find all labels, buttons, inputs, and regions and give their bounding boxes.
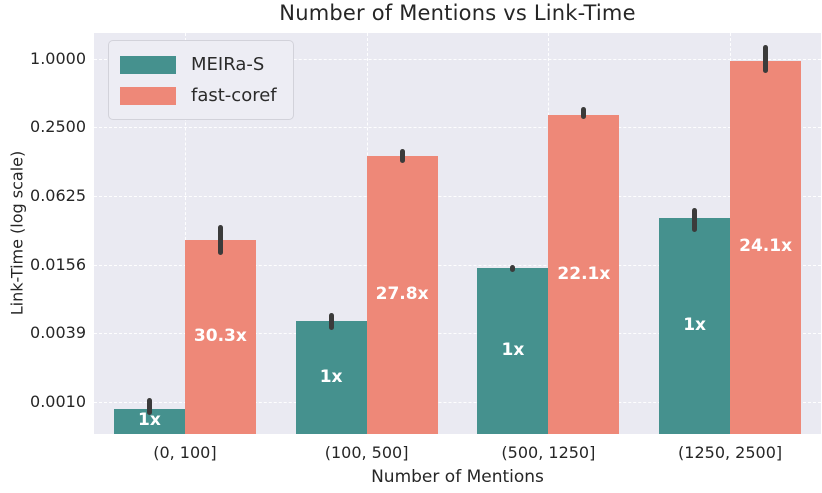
- bar-meira-s: [295, 321, 367, 434]
- bar-meira-s: [659, 218, 731, 434]
- bar-meira-s: [477, 268, 549, 434]
- legend-swatch-fast-coref: [120, 86, 176, 105]
- bar-value-label: 24.1x: [739, 236, 793, 257]
- error-bar-fast-coref: [217, 224, 223, 255]
- legend-item-fast-coref: fast-coref: [120, 80, 277, 111]
- x-tick-label: (1250, 2500]: [678, 443, 783, 462]
- bar-value-label: 1x: [501, 340, 525, 361]
- x-axis-label: Number of Mentions: [371, 467, 544, 487]
- bar-fast-coref: [184, 239, 256, 434]
- error-bar-meira-s: [328, 312, 334, 330]
- y-gridline: [94, 195, 821, 197]
- error-bar-fast-coref: [763, 44, 769, 73]
- legend-item-meira-s: MEIRa-S: [120, 49, 277, 80]
- x-tick-label: (0, 100]: [153, 443, 217, 462]
- legend: MEIRa-S fast-coref: [108, 40, 294, 120]
- y-tick-label: 0.0625: [30, 185, 86, 205]
- y-axis-tick-labels: 1.0000 0.2500 0.0625 0.0156 0.0039 0.0010: [0, 0, 86, 493]
- legend-label: MEIRa-S: [191, 54, 265, 75]
- y-tick-label: 0.2500: [30, 117, 86, 137]
- bar-fast-coref: [548, 115, 620, 434]
- y-tick-label: 1.0000: [30, 48, 86, 68]
- bar-value-label: 27.8x: [375, 284, 429, 305]
- y-tick-label: 0.0010: [30, 391, 86, 411]
- x-tick-label: (100, 500]: [324, 443, 409, 462]
- error-bar-fast-coref: [581, 107, 587, 120]
- bar-value-label: 1x: [683, 315, 706, 335]
- error-bar-meira-s: [510, 264, 516, 273]
- error-bar-meira-s: [692, 208, 698, 233]
- error-bar-fast-coref: [399, 149, 405, 164]
- y-gridline: [94, 333, 821, 335]
- y-gridline: [94, 58, 821, 60]
- bar-value-label: 30.3x: [193, 326, 247, 346]
- x-gridline: [184, 33, 186, 434]
- plot-area: MEIRa-S fast-coref 1x 1x 1x 1x 30.3x 27.8x 22.1…: [94, 33, 821, 434]
- y-gridline: [94, 127, 821, 129]
- x-tick-label: (500, 1250]: [501, 443, 596, 462]
- y-tick-label: 0.0156: [30, 254, 86, 274]
- y-gridline: [94, 401, 821, 403]
- y-tick-label: 0.0039: [30, 323, 86, 343]
- bar-value-label: 1x: [137, 410, 161, 431]
- bar-value-label: 1x: [319, 366, 343, 387]
- y-gridline: [94, 264, 821, 266]
- chart-title: Number of Mentions vs Link-Time: [279, 1, 636, 25]
- legend-swatch-meira-s: [120, 55, 176, 74]
- bar-value-label: 22.1x: [557, 263, 611, 284]
- bar-fast-coref: [366, 156, 438, 434]
- bar-fast-coref: [730, 60, 802, 434]
- error-bar-meira-s: [146, 398, 152, 416]
- legend-label: fast-coref: [191, 85, 277, 106]
